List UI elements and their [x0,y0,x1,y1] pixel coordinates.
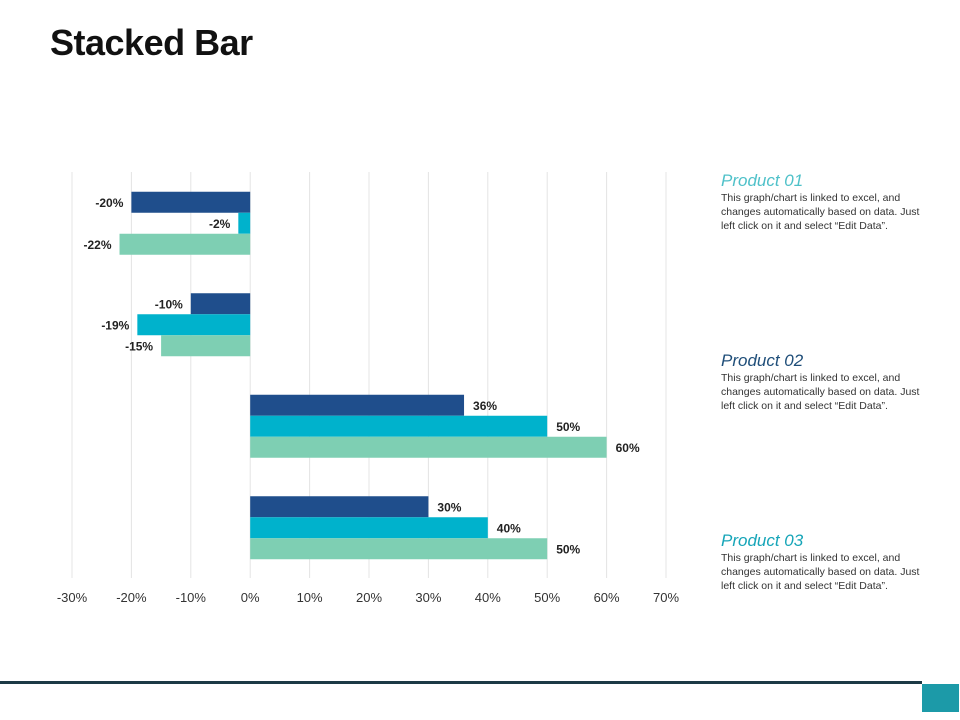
x-tick-label: 0% [241,590,260,605]
product-01-block: Product 01 This graph/chart is linked to… [721,172,921,233]
product-01-title: Product 01 [721,171,804,190]
data-label: 36% [473,399,497,413]
x-tick-label: 40% [475,590,501,605]
bar-g3-s2 [250,415,548,437]
data-label: 30% [437,500,461,514]
bar-g2-s3 [161,335,251,357]
bar-g2-s2 [137,314,251,336]
footer-corner-box [922,684,959,712]
product-02-title: Product 02 [721,351,804,370]
x-tick-label: 10% [297,590,323,605]
bar-g2-s1 [190,293,251,315]
data-label: -22% [84,238,112,252]
bar-g1-s1 [131,191,251,213]
x-tick-label: -10% [176,590,207,605]
x-tick-label: 20% [356,590,382,605]
product-03-title: Product 03 [721,531,804,550]
product-03-description: This graph/chart is linked to excel, and… [721,552,920,592]
bar-g1-s2 [238,212,251,234]
data-label: 40% [497,521,521,535]
footer-line [0,681,922,684]
bar-g4-s2 [250,517,488,539]
x-tick-label: 50% [534,590,560,605]
data-label: -2% [209,217,231,231]
x-tick-label: -30% [57,590,88,605]
bar-g3-s3 [250,436,607,458]
product-01-description: This graph/chart is linked to excel, and… [721,192,920,232]
bar-g3-s1 [250,394,465,416]
bar-g4-s1 [250,496,429,518]
data-label: 50% [556,420,580,434]
x-tick-label: 70% [653,590,679,605]
x-tick-label: 60% [594,590,620,605]
data-label: -10% [155,297,183,311]
slide-title: Stacked Bar [50,22,253,63]
x-tick-label: -20% [116,590,147,605]
data-label: 50% [556,542,580,556]
data-label: -19% [101,318,129,332]
data-label: 60% [616,441,640,455]
product-02-block: Product 02 This graph/chart is linked to… [721,352,921,413]
bar-g1-s3 [119,233,251,255]
x-tick-label: 30% [415,590,441,605]
data-label: -20% [95,196,123,210]
product-02-description: This graph/chart is linked to excel, and… [721,372,920,412]
data-label: -15% [125,339,153,353]
product-03-block: Product 03 This graph/chart is linked to… [721,532,921,593]
bar-g4-s3 [250,538,548,560]
